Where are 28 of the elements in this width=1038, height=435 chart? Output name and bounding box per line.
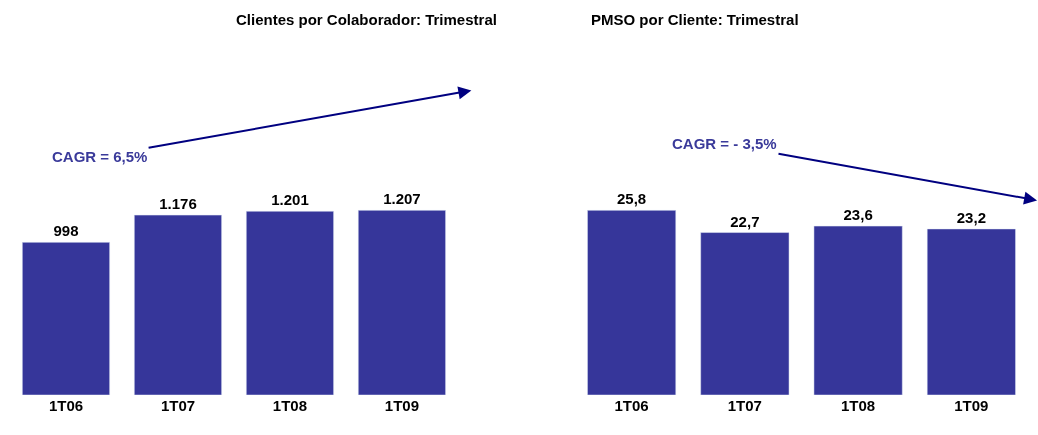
chart-title: Clientes por Colaborador: Trimestral <box>236 11 497 28</box>
bar <box>134 214 222 395</box>
data-label: 23,2 <box>956 208 986 226</box>
bar <box>22 242 110 395</box>
text: CAGR = 6,5% <box>52 148 148 165</box>
data-label: 998 <box>53 222 79 240</box>
x-tick-label: 1T07 <box>160 397 196 414</box>
data-label: 23,6 <box>843 206 873 224</box>
data-label: 22,7 <box>730 212 760 230</box>
x-tick-label: 1T09 <box>384 397 420 414</box>
data-label: 1.207 <box>383 190 421 208</box>
bar <box>246 211 334 395</box>
x-tick-label: 1T06 <box>614 397 649 414</box>
x-tick-label: 1T08 <box>272 397 308 414</box>
bar <box>358 210 446 395</box>
x-tick-label: 1T09 <box>954 397 989 414</box>
x-tick-label: 1T08 <box>841 397 876 414</box>
chart-title: PMSO por Cliente: Trimestral <box>591 11 799 28</box>
x-tick-label: 1T07 <box>727 397 762 414</box>
data-label: 1.201 <box>271 191 309 209</box>
text: CAGR = - 3,5% <box>672 135 777 152</box>
bar <box>700 232 790 395</box>
x-tick-label: 1T06 <box>48 397 84 414</box>
bar <box>587 210 677 395</box>
data-label: 1.176 <box>159 195 197 213</box>
bar <box>926 228 1016 395</box>
data-label: 25,8 <box>617 190 647 208</box>
bar <box>813 225 903 395</box>
